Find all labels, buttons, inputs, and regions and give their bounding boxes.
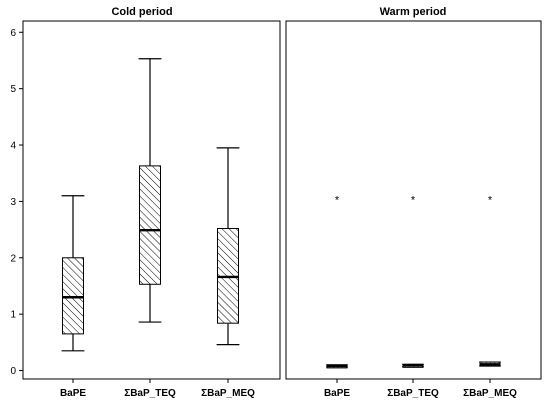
y-tick-label: 2 [10,253,16,264]
x-tick-label: ΣBaP_TEQ [387,388,439,399]
x-tick-label: BaPE [60,388,86,399]
x-tick-label: BaPE [324,388,350,399]
x-tick-label: ΣBaP_MEQ [201,388,255,399]
x-tick-label: ΣBaP_TEQ [124,388,176,399]
box-3: * [479,195,501,367]
outlier-marker: * [335,195,340,207]
panel-title: Warm period [380,6,447,18]
panel-title: Cold period [111,6,172,18]
iqr-box [139,165,161,285]
outlier-marker: * [488,195,493,207]
box-2 [138,58,162,323]
box-1 [61,195,85,352]
box-2: * [402,195,424,368]
iqr-box [62,257,84,335]
y-axis: 0 1 2 3 4 5 6 [10,28,23,377]
x-axis: BaPE ΣBaP_TEQ ΣBaP_MEQ [60,379,255,399]
box-1: * [326,195,348,369]
panel-warm-period: Warm period * * * BaPE ΣBaP_TEQ ΣBaP_MEQ [285,6,542,399]
panel-cold-period: Cold period 0 1 2 3 4 5 6 BaPE ΣBaP_TEQ ΣBaP_MEQ [10,6,281,399]
box-series [61,58,240,352]
box-series: * * * [326,195,501,369]
y-tick-label: 3 [10,197,16,208]
y-tick-label: 1 [10,310,16,321]
x-tick-label: ΣBaP_MEQ [463,388,517,399]
y-tick-label: 6 [10,28,16,39]
plot-frame [22,20,281,380]
x-axis: BaPE ΣBaP_TEQ ΣBaP_MEQ [324,379,517,399]
outlier-marker: * [411,195,416,207]
box-3 [216,147,240,346]
y-tick-label: 4 [10,141,16,152]
y-tick-label: 5 [10,84,16,95]
y-tick-label: 0 [10,366,16,377]
